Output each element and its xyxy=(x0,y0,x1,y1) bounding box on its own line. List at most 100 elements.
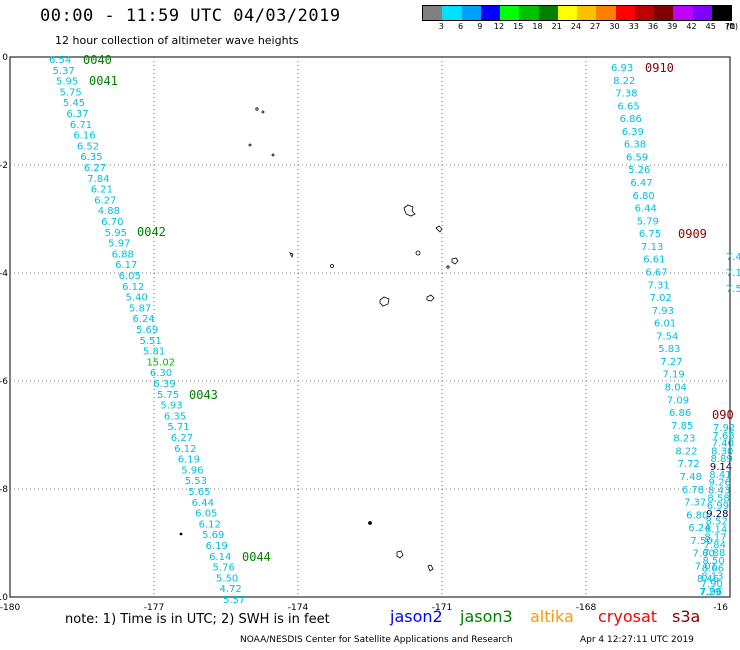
wave-height-value: 5.97 xyxy=(108,239,130,250)
wave-height-value: 6.71 xyxy=(70,120,92,131)
wave-height-value: 6.05 xyxy=(119,271,141,282)
wave-height-value: 5.93 xyxy=(160,401,182,412)
wave-height-value: 8.58 xyxy=(707,493,729,504)
wave-height-value: 8.50 xyxy=(702,556,724,567)
wave-height-value: 5.40 xyxy=(126,293,148,304)
satellite-s3a: s3a xyxy=(672,607,701,626)
wave-height-value: 4.72 xyxy=(220,584,242,595)
island xyxy=(248,143,252,147)
island xyxy=(426,294,435,302)
x-tick-label: -177 xyxy=(144,603,164,613)
legend-tick-label: 70 xyxy=(724,22,736,31)
wave-height-value: 6.65 xyxy=(617,101,639,112)
x-tick-label: -171 xyxy=(432,603,452,613)
legend-unit: (ft) xyxy=(726,22,739,31)
track-time-label: 0042 xyxy=(137,225,166,239)
island xyxy=(368,521,372,525)
color-legend xyxy=(422,5,732,21)
island xyxy=(451,257,459,265)
wave-height-value: 6.78 xyxy=(682,485,704,496)
wave-height-value: 6.99 xyxy=(707,501,729,512)
wave-height-value: 6.12 xyxy=(174,444,196,455)
wave-height-value: 7.72 xyxy=(678,459,700,470)
island xyxy=(379,296,390,307)
island xyxy=(403,204,416,217)
legend-swatch xyxy=(519,6,539,20)
wave-height-value: 7.96 xyxy=(700,587,722,598)
wave-height-value: 6.35 xyxy=(164,411,186,422)
wave-height-value: 6.47 xyxy=(630,178,652,189)
legend-swatch xyxy=(538,6,558,20)
legend-swatch xyxy=(461,6,481,20)
wave-height-value: 6.30 xyxy=(150,368,172,379)
wave-height-value: 5.57 xyxy=(223,595,245,606)
wave-height-value: 6.19 xyxy=(178,455,200,466)
wave-height-value: 5.75 xyxy=(59,87,81,98)
wave-height-value: 6.75 xyxy=(639,229,661,240)
wave-height-value: 6.14 xyxy=(209,552,231,563)
legend-swatch xyxy=(442,6,462,20)
map-frame xyxy=(9,56,731,598)
wave-height-value: 5.83 xyxy=(658,344,680,355)
wave-height-value: 6.54 xyxy=(49,55,71,66)
wave-height-value: 6.59 xyxy=(626,152,648,163)
wave-height-value: 8.22 xyxy=(675,446,697,457)
island xyxy=(261,110,265,114)
track-time-label: 0910 xyxy=(645,61,674,75)
wave-height-value: 6.21 xyxy=(91,185,113,196)
island xyxy=(446,265,450,269)
wave-height-value: 7.60 xyxy=(693,549,715,560)
y-tick-label: -6 xyxy=(0,377,8,387)
wave-height-value: 7.84 xyxy=(704,540,726,551)
legend-tick-label: 33 xyxy=(628,22,639,31)
wave-height-value: 8.30 xyxy=(711,446,733,457)
credit-text: NOAA/NESDIS Center for Satellite Applica… xyxy=(240,635,513,645)
legend-swatch xyxy=(692,6,712,20)
wave-height-value: 5.65 xyxy=(188,487,210,498)
wave-height-value: 7.5 xyxy=(726,284,740,295)
wave-height-value: 6.16 xyxy=(73,131,95,142)
wave-height-value: 6.86 xyxy=(620,114,642,125)
altimeter-track-s3a: 6.93 8.22 7.386.65 6.86 6.39 6.386.59 5.26 6.47… xyxy=(611,61,734,598)
legend-swatch xyxy=(711,6,731,20)
legend-tick-label: 45 xyxy=(705,22,716,31)
satellite-altika: altika xyxy=(530,607,574,626)
wave-height-value: 6.70 xyxy=(101,217,123,228)
map-subtitle: 12 hour collection of altimeter wave hei… xyxy=(55,34,299,47)
island xyxy=(330,264,334,268)
legend-swatch xyxy=(673,6,693,20)
legend-tick-label: 9 xyxy=(477,22,483,31)
legend-tick-label: 24 xyxy=(570,22,582,31)
island-outlines xyxy=(179,107,459,572)
track-time-label: 0041 xyxy=(89,74,118,88)
wave-height-value: 9.26 xyxy=(709,478,731,489)
wave-height-value: 5.69 xyxy=(136,325,158,336)
wave-height-value: 6.01 xyxy=(654,319,676,330)
wave-height-value: 6.24 xyxy=(133,314,155,325)
wave-height-value: 8.22 xyxy=(613,76,635,87)
wave-height-value: 4.88 xyxy=(98,206,120,217)
legend-tick-label: 21 xyxy=(551,22,562,31)
wave-height-value: 8.04 xyxy=(665,383,687,394)
wave-height-value: 7.40 xyxy=(712,439,734,450)
wave-height-value: 8.06 xyxy=(702,564,724,575)
wave-height-value: 8.17 xyxy=(704,532,726,543)
legend-tick-label: 15 xyxy=(513,22,524,31)
wave-height-value: 8.13 xyxy=(701,571,723,582)
wave-height-value: 6.80 xyxy=(632,191,654,202)
satellite-jason2: jason2 xyxy=(390,607,443,626)
axis-labels: -180 -177 -174 -171 -168 -16 0 -2 -4 -6 -8 -10 xyxy=(0,53,728,613)
wave-height-value: 8.41 xyxy=(709,470,731,481)
legend-tick-label: 42 xyxy=(686,22,697,31)
wave-height-value: 6.67 xyxy=(645,267,667,278)
legend-tick-label: 27 xyxy=(590,22,601,31)
wave-height-value: 9.14 xyxy=(710,462,732,473)
wave-height-value: 8.52 xyxy=(706,517,728,528)
x-tick-label: -16 xyxy=(713,603,728,613)
wave-height-value: 8.14 xyxy=(705,525,727,536)
map-title: 00:00 - 11:59 UTC 04/03/2019 xyxy=(40,6,341,26)
legend-tick-label: 36 xyxy=(647,22,659,31)
island xyxy=(396,550,404,559)
wave-height-value: 7.4 xyxy=(726,252,740,263)
altimeter-track-east: 7.927.687.408.308.899.148.419.268.438.58… xyxy=(700,252,740,598)
